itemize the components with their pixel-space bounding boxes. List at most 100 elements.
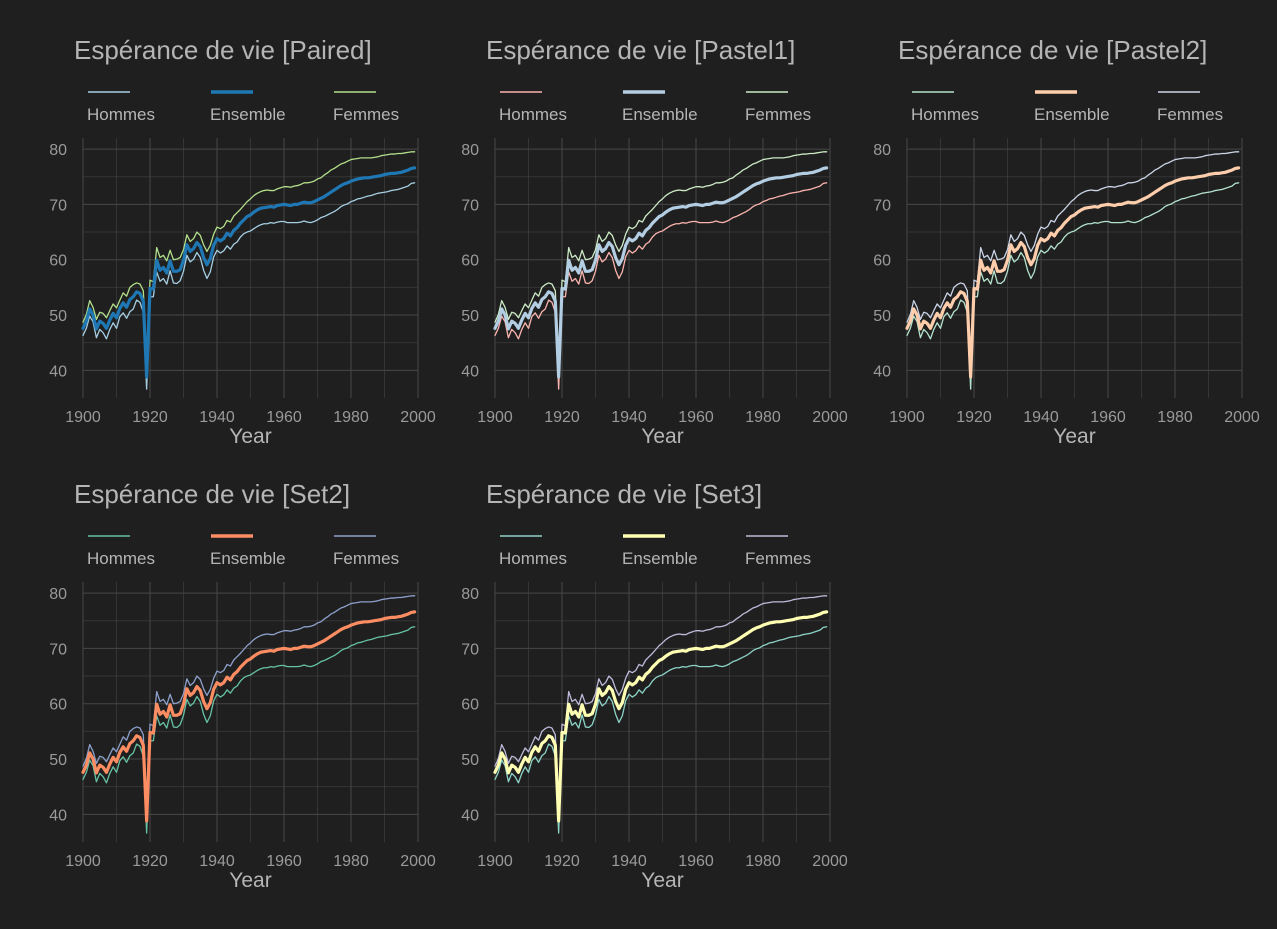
y-tick-label: 60 [49,253,67,270]
x-tick-label: 1940 [1023,409,1059,426]
x-tick-label: 1940 [199,853,235,870]
x-axis-label: Year [641,425,683,448]
chart-title: Espérance de vie [Pastel1] [486,35,795,65]
series-line-hommes [906,182,1240,390]
y-tick-label: 40 [461,363,479,380]
series-line-ensemble [81,610,417,823]
chart-title: Espérance de vie [Set3] [486,479,762,509]
x-tick-label: 1960 [1090,409,1126,426]
x-tick-label: 2000 [400,409,436,426]
y-tick-label: 70 [461,197,479,214]
legend-label-ensemble: Ensemble [622,549,698,568]
y-tick-label: 60 [49,697,67,714]
chart-title: Espérance de vie [Set2] [74,479,350,509]
chart-panel-4: Espérance de vie [Set2] Hommes Ensemble Fem… [49,479,436,892]
y-tick-label: 70 [873,197,891,214]
legend-label-hommes: Hommes [499,105,567,124]
x-axis-label: Year [641,869,683,892]
chart-title: Espérance de vie [Paired] [74,35,372,65]
y-tick-label: 80 [49,142,67,159]
x-tick-label: 1920 [956,409,992,426]
y-tick-label: 40 [873,363,891,380]
legend-label-femmes: Femmes [1157,105,1223,124]
series-line-hommes [82,182,416,390]
x-tick-label: 2000 [400,853,436,870]
series-line-ensemble [493,610,829,823]
y-tick-label: 70 [461,641,479,658]
y-tick-label: 70 [49,197,67,214]
x-tick-label: 1960 [266,409,302,426]
chart-panel-1: Espérance de vie [Paired] Hommes Ensemble F… [49,35,436,448]
x-tick-label: 2000 [1224,409,1260,426]
series-line-hommes [494,626,828,834]
series-line-femmes [906,151,1240,366]
y-tick-label: 50 [49,308,67,325]
x-axis-label: Year [1053,425,1095,448]
y-tick-label: 50 [461,308,479,325]
y-tick-label: 80 [461,142,479,159]
legend-label-ensemble: Ensemble [622,105,698,124]
x-tick-label: 1980 [745,853,781,870]
x-tick-label: 1920 [132,409,168,426]
y-tick-label: 50 [461,752,479,769]
x-tick-label: 1940 [611,853,647,870]
y-tick-label: 60 [461,253,479,270]
chart-panel-2: Espérance de vie [Pastel1] Hommes Ensemble… [461,35,848,448]
series-line-femmes [82,595,416,810]
x-tick-label: 2000 [812,409,848,426]
y-tick-label: 60 [873,253,891,270]
y-tick-label: 50 [873,308,891,325]
x-tick-label: 1960 [266,853,302,870]
series-line-ensemble [493,166,829,379]
y-tick-label: 60 [461,697,479,714]
x-tick-label: 1920 [132,853,168,870]
y-tick-label: 40 [461,807,479,824]
x-tick-label: 1960 [678,409,714,426]
x-tick-label: 1980 [1157,409,1193,426]
x-tick-label: 1980 [333,853,369,870]
legend-label-ensemble: Ensemble [210,549,286,568]
legend-label-ensemble: Ensemble [210,105,286,124]
x-tick-label: 1900 [65,853,101,870]
y-tick-label: 40 [49,807,67,824]
y-tick-label: 40 [49,363,67,380]
x-tick-label: 1920 [544,853,580,870]
y-tick-label: 50 [49,752,67,769]
x-tick-label: 1940 [199,409,235,426]
x-tick-label: 1900 [889,409,925,426]
series-line-hommes [494,182,828,390]
series-line-femmes [82,151,416,366]
x-tick-label: 1960 [678,853,714,870]
x-axis-label: Year [229,869,271,892]
x-tick-label: 2000 [812,853,848,870]
x-tick-label: 1900 [477,853,513,870]
series-line-hommes [82,626,416,834]
chart-panel-3: Espérance de vie [Pastel2] Hommes Ensemble… [873,35,1260,448]
y-tick-label: 70 [49,641,67,658]
y-tick-label: 80 [873,142,891,159]
x-tick-label: 1980 [745,409,781,426]
legend-label-femmes: Femmes [333,549,399,568]
x-tick-label: 1940 [611,409,647,426]
x-tick-label: 1920 [544,409,580,426]
legend-label-ensemble: Ensemble [1034,105,1110,124]
legend-label-hommes: Hommes [499,549,567,568]
x-tick-label: 1900 [65,409,101,426]
legend-label-hommes: Hommes [911,105,979,124]
legend-label-femmes: Femmes [333,105,399,124]
x-axis-label: Year [229,425,271,448]
chart-title: Espérance de vie [Pastel2] [898,35,1207,65]
x-tick-label: 1900 [477,409,513,426]
legend-label-femmes: Femmes [745,549,811,568]
series-line-ensemble [81,166,417,379]
x-tick-label: 1980 [333,409,369,426]
series-line-femmes [494,151,828,366]
chart-panel-5: Espérance de vie [Set3] Hommes Ensemble Fem… [461,479,848,892]
series-line-ensemble [905,166,1241,379]
series-line-femmes [494,595,828,810]
legend-label-hommes: Hommes [87,105,155,124]
legend-label-femmes: Femmes [745,105,811,124]
y-tick-label: 80 [49,586,67,603]
legend-label-hommes: Hommes [87,549,155,568]
